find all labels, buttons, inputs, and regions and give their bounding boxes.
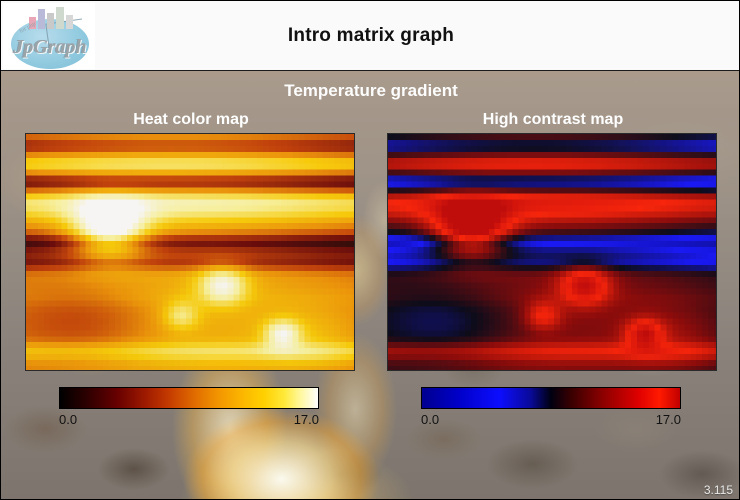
- panel-title-contrast: High contrast map: [482, 111, 624, 128]
- colorbar-gradient-heat: [59, 387, 319, 409]
- version-watermark: 3.115: [703, 483, 733, 497]
- logo-bars-icon: [29, 7, 77, 29]
- colorbar-labels-heat: 0.0 17.0: [59, 412, 319, 430]
- graph-subtitle: Temperature gradient: [284, 81, 458, 100]
- colorbar-contrast: 0.0 17.0: [421, 387, 681, 430]
- colorbar-gradient-contrast: [421, 387, 681, 409]
- colorbar-heat: 0.0 17.0: [59, 387, 319, 430]
- colorbar-max-label-contrast: 17.0: [655, 412, 681, 427]
- panel-title-heat: Heat color map: [133, 111, 249, 128]
- colorbar-labels-contrast: 0.0 17.0: [421, 412, 681, 430]
- header-bar: for php JpGraph Intro matrix graph: [1, 1, 739, 71]
- colorbar-min-label-heat: 0.0: [59, 412, 78, 427]
- colorbar-max-label-heat: 17.0: [293, 412, 319, 427]
- page-title: Intro matrix graph: [287, 25, 455, 46]
- matrix-plot-heat: [25, 133, 355, 371]
- matrix-plot-contrast: [387, 133, 717, 371]
- colorbar-min-label-contrast: 0.0: [421, 412, 440, 427]
- jpgraph-logo: for php JpGraph: [3, 3, 95, 69]
- logo-wordmark: JpGraph: [13, 36, 87, 58]
